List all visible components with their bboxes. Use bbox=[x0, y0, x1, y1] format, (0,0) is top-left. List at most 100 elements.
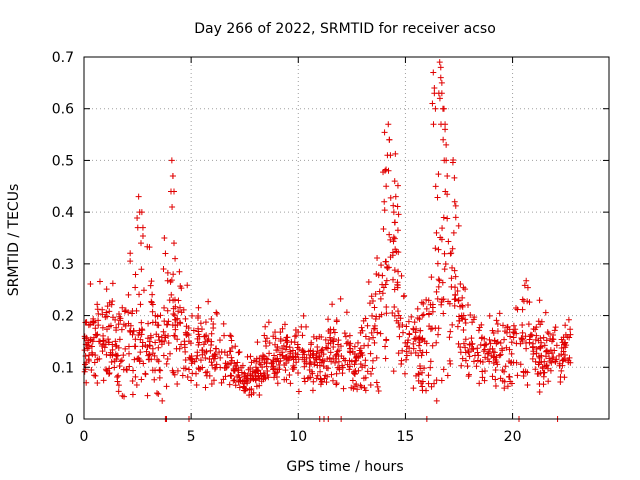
data-point bbox=[270, 333, 277, 340]
data-point bbox=[386, 136, 393, 143]
data-point bbox=[437, 234, 444, 241]
data-point bbox=[436, 277, 443, 284]
data-point bbox=[390, 368, 397, 375]
data-point bbox=[362, 362, 369, 369]
data-point bbox=[519, 338, 526, 345]
data-point bbox=[491, 349, 498, 356]
data-point bbox=[129, 377, 136, 384]
data-point bbox=[356, 353, 363, 360]
data-point bbox=[387, 254, 394, 261]
y-axis: 0 0.1 0.2 0.3 0.4 0.5 0.6 0.7 bbox=[52, 50, 609, 428]
data-point bbox=[205, 298, 212, 305]
data-point bbox=[517, 361, 524, 368]
data-point bbox=[394, 279, 401, 286]
data-point bbox=[449, 245, 456, 252]
data-point bbox=[301, 363, 308, 370]
data-point bbox=[399, 322, 406, 329]
data-point bbox=[199, 347, 206, 354]
data-point bbox=[450, 156, 457, 163]
data-point bbox=[208, 338, 215, 345]
data-point bbox=[481, 342, 488, 349]
data-point bbox=[394, 203, 401, 210]
data-point bbox=[464, 363, 471, 370]
data-point bbox=[401, 292, 408, 299]
data-point bbox=[337, 295, 344, 302]
data-point bbox=[441, 250, 448, 257]
data-point bbox=[295, 370, 302, 377]
data-point bbox=[113, 353, 120, 359]
data-point bbox=[236, 374, 243, 381]
data-point bbox=[484, 350, 491, 357]
data-point bbox=[95, 310, 102, 317]
data-point bbox=[88, 343, 95, 350]
data-point bbox=[540, 334, 547, 341]
data-point bbox=[309, 370, 316, 377]
data-point bbox=[134, 224, 141, 231]
data-point bbox=[339, 364, 346, 371]
data-point bbox=[261, 332, 268, 339]
data-point bbox=[122, 345, 129, 352]
data-point bbox=[216, 337, 223, 344]
data-point bbox=[462, 357, 469, 364]
data-point bbox=[106, 299, 113, 306]
data-point bbox=[295, 388, 302, 395]
data-point bbox=[417, 365, 424, 372]
plot-border bbox=[83, 56, 610, 420]
data-point bbox=[506, 346, 513, 353]
data-point bbox=[436, 95, 443, 102]
data-point bbox=[567, 326, 574, 333]
data-point bbox=[272, 356, 279, 363]
data-point bbox=[543, 337, 550, 344]
data-point bbox=[410, 340, 417, 347]
data-point bbox=[556, 362, 563, 369]
data-point bbox=[247, 353, 254, 360]
data-point bbox=[135, 193, 142, 200]
data-point bbox=[425, 380, 432, 387]
data-point bbox=[206, 372, 213, 379]
data-point bbox=[139, 339, 146, 346]
data-point bbox=[256, 355, 263, 362]
data-point bbox=[279, 325, 286, 332]
data-point bbox=[127, 328, 134, 335]
data-point bbox=[493, 317, 500, 324]
data-point bbox=[448, 250, 455, 257]
data-point bbox=[193, 381, 200, 388]
data-point bbox=[452, 214, 459, 221]
data-point bbox=[436, 59, 443, 66]
data-point bbox=[560, 356, 567, 363]
data-point bbox=[174, 336, 181, 343]
data-point bbox=[455, 340, 462, 347]
data-point bbox=[429, 325, 436, 332]
data-point bbox=[362, 357, 369, 364]
data-point bbox=[557, 378, 564, 385]
data-point bbox=[149, 367, 156, 374]
data-point bbox=[129, 307, 136, 314]
data-point bbox=[351, 343, 358, 350]
data-point bbox=[533, 350, 540, 357]
data-point bbox=[473, 363, 480, 370]
data-point bbox=[199, 364, 206, 371]
data-point bbox=[282, 367, 289, 374]
data-point bbox=[194, 335, 201, 342]
data-point bbox=[442, 126, 449, 133]
data-point bbox=[433, 339, 440, 346]
data-point bbox=[115, 321, 122, 328]
data-point bbox=[109, 280, 116, 287]
data-point bbox=[443, 157, 450, 164]
data-point bbox=[434, 194, 441, 201]
data-point bbox=[94, 379, 101, 386]
data-point bbox=[551, 327, 558, 334]
data-point bbox=[520, 298, 527, 305]
x-tick-label: 5 bbox=[187, 429, 196, 445]
data-point bbox=[190, 327, 197, 334]
data-point bbox=[420, 311, 427, 318]
data-point bbox=[254, 339, 261, 346]
data-point bbox=[492, 367, 499, 374]
data-point bbox=[274, 369, 281, 376]
data-point bbox=[368, 329, 375, 336]
data-point bbox=[136, 329, 143, 336]
data-point bbox=[106, 308, 113, 315]
data-point bbox=[507, 333, 514, 340]
data-point bbox=[444, 372, 451, 379]
